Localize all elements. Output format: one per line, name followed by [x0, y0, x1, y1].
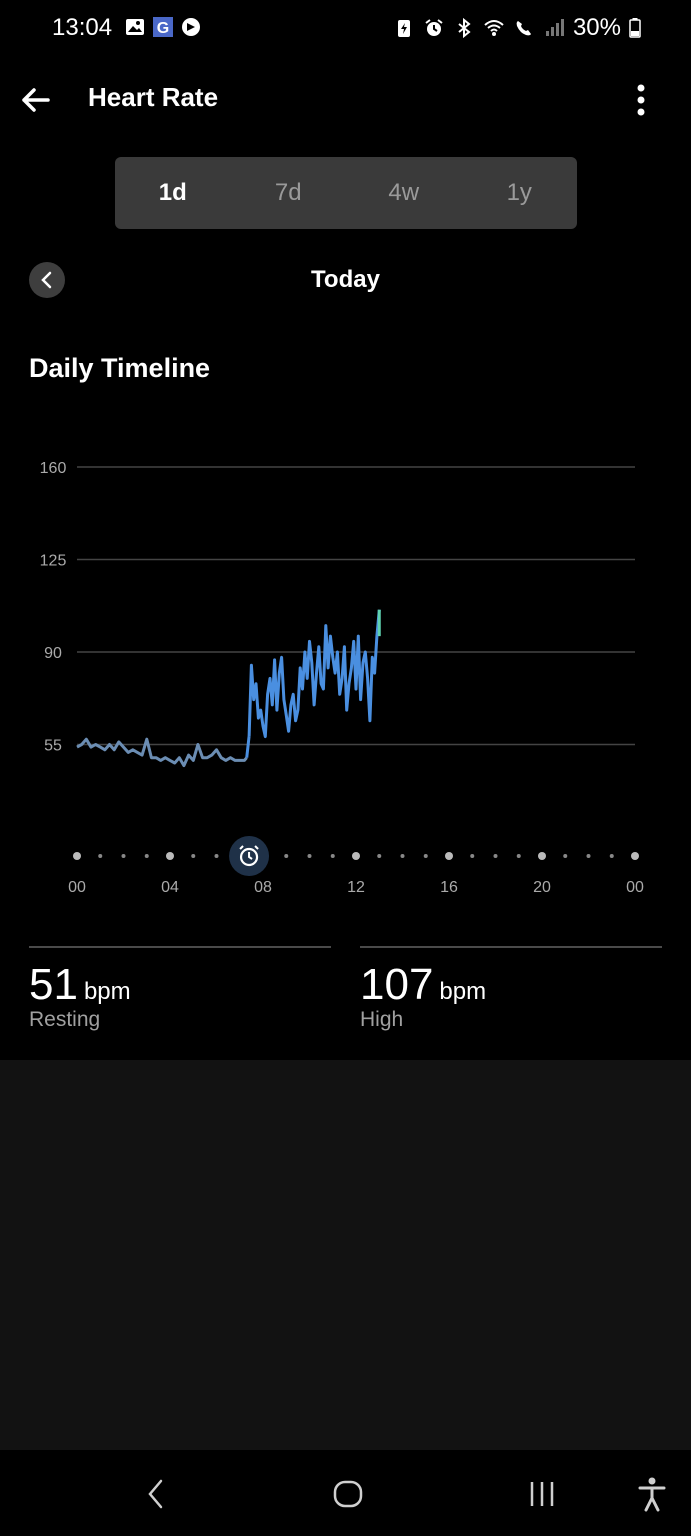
- timeline-major-dot: [631, 852, 639, 860]
- y-tick-label: 90: [44, 645, 62, 662]
- tab-4w[interactable]: 4w: [388, 179, 420, 206]
- accessibility-button[interactable]: [632, 1476, 672, 1512]
- gallery-icon: [126, 19, 144, 35]
- nav-back-button[interactable]: [136, 1476, 176, 1512]
- y-tick-label: 125: [40, 553, 67, 570]
- timeline-dot: [307, 854, 312, 858]
- wifi-icon: [484, 20, 504, 36]
- x-tick-label: 00: [626, 879, 644, 896]
- period-tabs: 1d 7d 4w 1y: [115, 157, 577, 229]
- x-tick-label: 04: [161, 879, 179, 896]
- x-tick-label: 08: [254, 879, 272, 896]
- x-tick-label: 20: [533, 879, 551, 896]
- nav-recents-icon: [530, 1482, 554, 1506]
- battery-percent: 30%: [572, 14, 621, 41]
- battery-saver-icon: [397, 20, 410, 37]
- status-time: 13:04: [52, 14, 113, 41]
- timeline-dot: [400, 854, 405, 858]
- x-tick-label: 00: [68, 879, 86, 896]
- system-nav-bar: [0, 1450, 691, 1536]
- timeline-dot: [609, 854, 614, 858]
- date-label: Today: [311, 266, 380, 293]
- x-tick-label: 12: [347, 879, 365, 896]
- timeline-dot: [284, 854, 289, 858]
- sync-icon: [182, 18, 200, 36]
- timeline-dot: [330, 854, 335, 858]
- high-unit: bpm: [439, 978, 487, 1005]
- timeline-major-dot: [166, 852, 174, 860]
- system-icons: 30%: [393, 14, 641, 42]
- nav-home-button[interactable]: [328, 1476, 368, 1512]
- timeline-dot: [121, 854, 126, 858]
- resting-unit: bpm: [83, 978, 131, 1005]
- timeline-dot: [98, 854, 103, 858]
- accessibility-icon: [638, 1477, 666, 1512]
- timeline-dot: [191, 854, 196, 858]
- heart-rate-chart[interactable]: 160 125 90 55 00 04 08 12 16 20 00: [0, 440, 691, 910]
- svg-text:G: G: [157, 20, 169, 37]
- high-stat: 107 bpm High: [360, 946, 662, 1031]
- timeline-dot: [423, 854, 428, 858]
- back-button[interactable]: [16, 80, 56, 120]
- y-tick-label: 55: [44, 738, 62, 755]
- timeline-dot: [470, 854, 475, 858]
- timeline-dot: [377, 854, 382, 858]
- x-tick-label: 16: [440, 879, 458, 896]
- nav-back-icon: [148, 1479, 163, 1509]
- resting-label: Resting: [29, 1008, 101, 1031]
- series-line-awake: [247, 609, 381, 739]
- arrow-left-icon: [22, 88, 50, 112]
- section-title: Daily Timeline: [29, 353, 211, 383]
- resting-value: 51: [29, 960, 78, 1009]
- g-app-icon: G: [153, 17, 173, 37]
- nav-recents-button[interactable]: [522, 1476, 562, 1512]
- resting-stat: 51 bpm Resting: [29, 946, 331, 1031]
- timeline-dot: [493, 854, 498, 858]
- timeline-major-dot: [352, 852, 360, 860]
- tab-1y[interactable]: 1y: [506, 179, 532, 206]
- page-title: Heart Rate: [88, 82, 219, 112]
- notification-icons: G: [124, 16, 202, 38]
- app-bar: Heart Rate: [0, 68, 691, 132]
- timeline-dot: [563, 854, 568, 858]
- timeline-dot: [516, 854, 521, 858]
- timeline-major-dot: [73, 852, 81, 860]
- timeline-dot: [586, 854, 591, 858]
- battery-icon: [629, 18, 641, 38]
- high-value: 107: [360, 960, 434, 1009]
- tab-7d[interactable]: 7d: [274, 179, 302, 206]
- series-connector: [245, 736, 251, 758]
- timeline-major-dot: [538, 852, 546, 860]
- high-label: High: [360, 1008, 404, 1031]
- more-options-button[interactable]: [627, 80, 655, 120]
- series-line-sleep: [76, 737, 248, 768]
- tab-1d[interactable]: 1d: [158, 179, 187, 206]
- y-tick-label: 160: [40, 460, 67, 477]
- wifi-call-icon: [516, 21, 531, 36]
- more-vert-icon: [637, 84, 645, 116]
- nav-home-icon: [333, 1480, 363, 1508]
- lower-panel: [0, 1060, 691, 1450]
- chevron-left-icon: [41, 271, 52, 289]
- timeline-dot: [144, 854, 149, 858]
- status-bar: 13:04 G 30%: [0, 0, 691, 58]
- timeline-major-dot: [445, 852, 453, 860]
- previous-day-button[interactable]: [29, 262, 65, 298]
- signal-icon: [545, 19, 564, 36]
- timeline-dot: [214, 854, 219, 858]
- alarm-icon[interactable]: [229, 836, 270, 876]
- alarm-icon: [425, 19, 443, 36]
- bluetooth-icon: [458, 17, 471, 39]
